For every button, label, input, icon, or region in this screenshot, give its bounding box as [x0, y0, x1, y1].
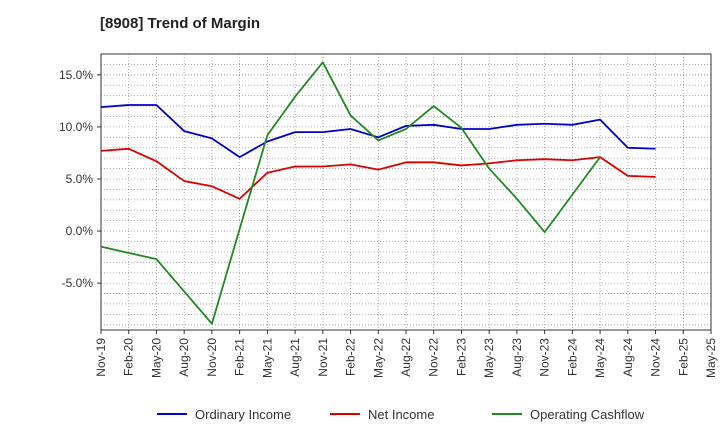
- x-tick-label: Nov-20: [205, 338, 219, 377]
- series-line-1: [100, 147, 656, 200]
- x-tick-label: Nov-24: [649, 338, 663, 377]
- x-tick-label: Aug-24: [621, 338, 635, 377]
- x-tick-label: Nov-23: [538, 338, 552, 377]
- x-tick-label: Aug-22: [399, 338, 413, 377]
- y-tick-label: 5.0%: [66, 172, 94, 186]
- x-tick-label: Nov-21: [316, 338, 330, 377]
- legend-label-1: Net Income: [368, 407, 434, 422]
- y-tick-label: 15.0%: [59, 68, 93, 82]
- x-tick-label: Aug-20: [177, 338, 191, 377]
- x-tick-label: May-25: [704, 338, 718, 378]
- y-tick-label: 10.0%: [59, 120, 93, 134]
- x-tick-label: May-20: [149, 338, 163, 378]
- x-tick-label: May-24: [593, 338, 607, 378]
- x-tick-label: Aug-21: [288, 338, 302, 377]
- series-line-0: [100, 104, 656, 159]
- x-tick-label: Feb-20: [122, 338, 136, 376]
- series-line-2: [100, 61, 601, 325]
- x-tick-label: Feb-22: [344, 338, 358, 376]
- y-tick-label: -5.0%: [62, 276, 94, 290]
- legend-label-2: Operating Cashflow: [530, 407, 645, 422]
- chart-title: [8908] Trend of Margin: [100, 15, 261, 32]
- x-tick-label: Feb-21: [233, 338, 247, 376]
- x-tick-label: Feb-25: [676, 338, 690, 376]
- x-tick-label: May-21: [260, 338, 274, 378]
- x-tick-label: Nov-22: [427, 338, 441, 377]
- x-tick-label: May-22: [371, 338, 385, 378]
- legend-label-0: Ordinary Income: [195, 407, 291, 422]
- y-tick-label: 0.0%: [66, 224, 94, 238]
- x-tick-label: Nov-19: [94, 338, 108, 377]
- x-tick-label: Feb-24: [565, 338, 579, 376]
- x-tick-label: May-23: [482, 338, 496, 378]
- x-tick-label: Feb-23: [454, 338, 468, 376]
- x-tick-label: Aug-23: [510, 338, 524, 377]
